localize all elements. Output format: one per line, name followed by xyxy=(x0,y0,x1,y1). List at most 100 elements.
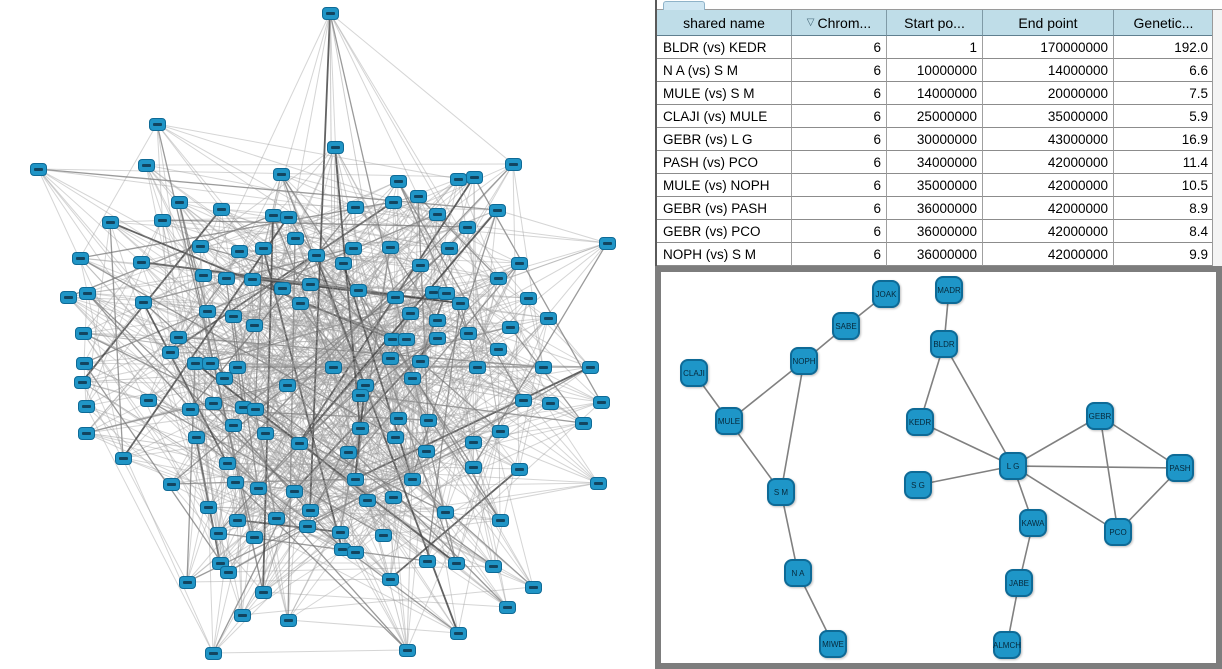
node-kawa[interactable]: KAWA xyxy=(1019,509,1047,537)
network-node[interactable] xyxy=(438,287,455,300)
network-node[interactable] xyxy=(429,314,446,327)
network-node[interactable] xyxy=(410,190,427,203)
node-l-g[interactable]: L G xyxy=(999,452,1027,480)
network-node[interactable] xyxy=(515,394,532,407)
network-node[interactable] xyxy=(154,214,171,227)
network-node[interactable] xyxy=(359,494,376,507)
column-header-genetic[interactable]: Genetic... xyxy=(1114,10,1214,36)
network-node[interactable] xyxy=(291,437,308,450)
network-node[interactable] xyxy=(30,163,47,176)
network-node[interactable] xyxy=(542,397,559,410)
network-node[interactable] xyxy=(385,196,402,209)
network-node[interactable] xyxy=(219,457,236,470)
column-header-start-po[interactable]: Start po... xyxy=(887,10,983,36)
column-header-shared-name[interactable]: shared name xyxy=(657,10,792,36)
network-node[interactable] xyxy=(205,647,222,660)
network-node[interactable] xyxy=(74,376,91,389)
table-row[interactable]: CLAJI (vs) MULE 6 25000000 35000000 5.9 xyxy=(657,105,1214,128)
node-s-m[interactable]: S M xyxy=(767,478,795,506)
network-node[interactable] xyxy=(485,560,502,573)
network-node[interactable] xyxy=(162,346,179,359)
network-node[interactable] xyxy=(325,361,342,374)
network-node[interactable] xyxy=(429,332,446,345)
network-node[interactable] xyxy=(525,581,542,594)
node-joak[interactable]: JOAK xyxy=(872,280,900,308)
table-row[interactable]: GEBR (vs) PCO 6 36000000 42000000 8.4 xyxy=(657,220,1214,243)
network-node[interactable] xyxy=(246,319,263,332)
network-node[interactable] xyxy=(286,485,303,498)
node-claji[interactable]: CLAJI xyxy=(680,359,708,387)
network-node[interactable] xyxy=(575,417,592,430)
network-node[interactable] xyxy=(60,291,77,304)
network-node[interactable] xyxy=(398,333,415,346)
table-row[interactable]: MULE (vs) NOPH 6 35000000 42000000 10.5 xyxy=(657,174,1214,197)
node-miwe[interactable]: MIWE xyxy=(819,630,847,658)
network-node[interactable] xyxy=(78,427,95,440)
network-node[interactable] xyxy=(200,501,217,514)
network-node[interactable] xyxy=(599,237,616,250)
table-row[interactable]: BLDR (vs) KEDR 6 1 170000000 192.0 xyxy=(657,36,1214,59)
node-sabe[interactable]: SABE xyxy=(832,312,860,340)
network-node[interactable] xyxy=(450,627,467,640)
network-node[interactable] xyxy=(590,477,607,490)
network-node[interactable] xyxy=(352,422,369,435)
network-node[interactable] xyxy=(225,419,242,432)
network-node[interactable] xyxy=(593,396,610,409)
network-node[interactable] xyxy=(220,566,237,579)
network-node[interactable] xyxy=(404,473,421,486)
network-node[interactable] xyxy=(347,546,364,559)
column-header-chrom[interactable]: ▽ Chrom... xyxy=(792,10,887,36)
network-node[interactable] xyxy=(171,196,188,209)
network-node[interactable] xyxy=(502,321,519,334)
network-node[interactable] xyxy=(279,379,296,392)
network-node[interactable] xyxy=(135,296,152,309)
network-node[interactable] xyxy=(268,512,285,525)
node-mule[interactable]: MULE xyxy=(715,407,743,435)
network-node[interactable] xyxy=(469,361,486,374)
network-node[interactable] xyxy=(255,586,272,599)
network-node[interactable] xyxy=(511,463,528,476)
main-network-canvas[interactable] xyxy=(0,0,655,669)
table-row[interactable]: PASH (vs) PCO 6 34000000 42000000 11.4 xyxy=(657,151,1214,174)
network-node[interactable] xyxy=(335,257,352,270)
network-node[interactable] xyxy=(511,257,528,270)
node-kedr[interactable]: KEDR xyxy=(906,408,934,436)
network-node[interactable] xyxy=(199,305,216,318)
network-node[interactable] xyxy=(340,446,357,459)
network-node[interactable] xyxy=(179,576,196,589)
network-node[interactable] xyxy=(465,436,482,449)
node-pco[interactable]: PCO xyxy=(1104,518,1132,546)
network-node[interactable] xyxy=(420,414,437,427)
network-node[interactable] xyxy=(227,476,244,489)
network-node[interactable] xyxy=(257,427,274,440)
node-jabe[interactable]: JABE xyxy=(1005,569,1033,597)
network-node[interactable] xyxy=(345,242,362,255)
node-almch[interactable]: ALMCH xyxy=(993,631,1021,659)
network-node[interactable] xyxy=(246,531,263,544)
network-node[interactable] xyxy=(437,506,454,519)
network-node[interactable] xyxy=(115,452,132,465)
network-node[interactable] xyxy=(188,431,205,444)
node-madr[interactable]: MADR xyxy=(935,276,963,304)
network-node[interactable] xyxy=(390,175,407,188)
network-node[interactable] xyxy=(382,573,399,586)
node-gebr[interactable]: GEBR xyxy=(1086,402,1114,430)
network-node[interactable] xyxy=(149,118,166,131)
network-node[interactable] xyxy=(387,431,404,444)
table-row[interactable]: NOPH (vs) S M 6 36000000 42000000 9.9 xyxy=(657,243,1214,266)
node-pash[interactable]: PASH xyxy=(1166,454,1194,482)
network-node[interactable] xyxy=(133,256,150,269)
network-node[interactable] xyxy=(78,400,95,413)
network-node[interactable] xyxy=(390,412,407,425)
network-node[interactable] xyxy=(382,241,399,254)
network-node[interactable] xyxy=(244,273,261,286)
column-header-end-point[interactable]: End point xyxy=(983,10,1114,36)
network-node[interactable] xyxy=(205,397,222,410)
node-n-a[interactable]: N A xyxy=(784,559,812,587)
network-node[interactable] xyxy=(450,173,467,186)
table-scrollbar[interactable] xyxy=(1212,10,1222,266)
network-node[interactable] xyxy=(385,491,402,504)
network-node[interactable] xyxy=(492,514,509,527)
network-node[interactable] xyxy=(287,232,304,245)
network-node[interactable] xyxy=(102,216,119,229)
